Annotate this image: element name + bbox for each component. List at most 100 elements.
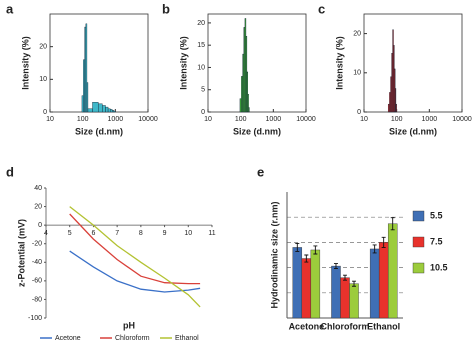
x-tick-label: 10000 bbox=[452, 116, 472, 123]
x-tick-label: 10 bbox=[46, 116, 54, 123]
x-tick-label: 10 bbox=[204, 116, 212, 123]
x-axis-label: Size (d.nm) bbox=[389, 126, 437, 136]
series-line bbox=[69, 250, 201, 293]
legend-swatch bbox=[412, 236, 425, 248]
x-tick-label: 100 bbox=[235, 116, 247, 123]
histogram-bar bbox=[239, 98, 242, 113]
bar bbox=[387, 223, 398, 319]
x-tick-label: 1000 bbox=[108, 116, 124, 123]
histogram-bar bbox=[395, 103, 397, 113]
y-tick-label: 0 bbox=[357, 109, 361, 116]
plot-frame bbox=[207, 13, 307, 113]
series-line bbox=[69, 206, 201, 308]
x-tick-label: 6 bbox=[91, 230, 95, 237]
x-tick-label: 1000 bbox=[266, 116, 282, 123]
y-tick-label: 10 bbox=[39, 76, 47, 83]
bar bbox=[292, 247, 303, 319]
histogram-bar bbox=[81, 95, 84, 113]
x-axis-label: Size (d.nm) bbox=[233, 126, 281, 136]
x-tick-label: 100 bbox=[77, 116, 89, 123]
y-tick-label: 10 bbox=[353, 70, 361, 77]
x-tick-label: 100 bbox=[391, 116, 403, 123]
histogram-bar bbox=[248, 107, 250, 113]
x-tick-label: 4 bbox=[44, 230, 48, 237]
error-bar bbox=[381, 236, 386, 248]
y-tick-label: 10 bbox=[197, 64, 205, 71]
error-bar bbox=[333, 263, 338, 270]
x-tick-label: 5 bbox=[68, 230, 72, 237]
histogram-bar bbox=[86, 82, 89, 113]
histogram-bar bbox=[394, 88, 397, 113]
legend-swatch bbox=[412, 210, 425, 222]
panel-label: c bbox=[318, 1, 325, 16]
panel-label: e bbox=[257, 164, 264, 179]
bar bbox=[369, 248, 380, 319]
legend-label: 7.5 bbox=[430, 236, 443, 246]
histogram-bar bbox=[113, 110, 116, 113]
bar bbox=[378, 242, 389, 319]
histogram-bar bbox=[98, 103, 103, 113]
plot-frame bbox=[49, 13, 149, 113]
x-tick-label: Chloroform bbox=[321, 321, 370, 331]
plot-frame bbox=[363, 13, 463, 113]
y-tick-label: 0 bbox=[43, 109, 47, 116]
x-tick-label: 1000 bbox=[422, 116, 438, 123]
x-axis-label: pH bbox=[123, 320, 135, 330]
error-bar bbox=[295, 242, 300, 252]
x-tick-label: 10000 bbox=[296, 116, 316, 123]
y-axis-label: Intensity (%) bbox=[178, 36, 188, 90]
y-tick-label: 20 bbox=[34, 203, 42, 210]
legend-label: Ethanol bbox=[175, 335, 199, 342]
error-bar bbox=[313, 245, 318, 255]
error-bar bbox=[304, 254, 309, 263]
y-axis-label: Intensity (%) bbox=[20, 36, 30, 90]
bar bbox=[301, 258, 312, 319]
bar bbox=[331, 265, 341, 319]
y-tick-label: -40 bbox=[32, 259, 42, 266]
series-line bbox=[69, 213, 201, 285]
x-tick-label: 8 bbox=[139, 230, 143, 237]
bar bbox=[310, 249, 321, 319]
y-tick-label: -100 bbox=[28, 315, 42, 322]
y-tick-label: -60 bbox=[32, 278, 42, 285]
panel-label: a bbox=[6, 1, 14, 16]
x-tick-label: 7 bbox=[115, 230, 119, 237]
error-bar bbox=[390, 217, 395, 231]
x-tick-label: 10 bbox=[360, 116, 368, 123]
legend-label: Acetone bbox=[55, 335, 81, 342]
y-axis-label: Hydrodinamic size (r.nm) bbox=[269, 201, 279, 308]
histogram-bar bbox=[105, 106, 109, 113]
x-tick-label: 11 bbox=[208, 230, 215, 237]
y-axis-label: z-Potential (mV) bbox=[16, 219, 26, 287]
y-tick-label: 0 bbox=[201, 109, 205, 116]
panel-label: b bbox=[162, 1, 170, 16]
y-tick-label: 20 bbox=[39, 44, 47, 51]
y-axis-label: Intensity (%) bbox=[334, 36, 344, 90]
bar bbox=[349, 283, 359, 319]
panel-label: d bbox=[6, 164, 14, 179]
histogram-bar bbox=[102, 105, 106, 113]
histogram-bar bbox=[110, 109, 113, 113]
y-tick-label: 40 bbox=[34, 185, 42, 192]
histogram-bar bbox=[246, 71, 248, 113]
y-tick-label: 20 bbox=[353, 30, 361, 37]
histogram-bar bbox=[87, 108, 93, 113]
x-tick-label: Acetone bbox=[289, 321, 325, 331]
legend-label: 5.5 bbox=[430, 210, 443, 220]
histogram-bar bbox=[107, 108, 111, 113]
y-tick-label: -20 bbox=[32, 241, 42, 248]
error-bar bbox=[343, 274, 347, 281]
x-axis-label: Size (d.nm) bbox=[75, 126, 123, 136]
legend-label: 10.5 bbox=[430, 262, 448, 272]
x-tick-label: 9 bbox=[163, 230, 167, 237]
histogram-bar bbox=[247, 93, 249, 113]
x-tick-label: 10000 bbox=[138, 116, 158, 123]
y-tick-label: 20 bbox=[197, 20, 205, 27]
error-bar bbox=[352, 280, 357, 287]
histogram-bar bbox=[85, 23, 88, 113]
histogram-bar bbox=[92, 101, 99, 113]
y-tick-label: 5 bbox=[201, 87, 205, 94]
bar bbox=[340, 277, 350, 319]
x-tick-label: Ethanol bbox=[367, 321, 400, 331]
